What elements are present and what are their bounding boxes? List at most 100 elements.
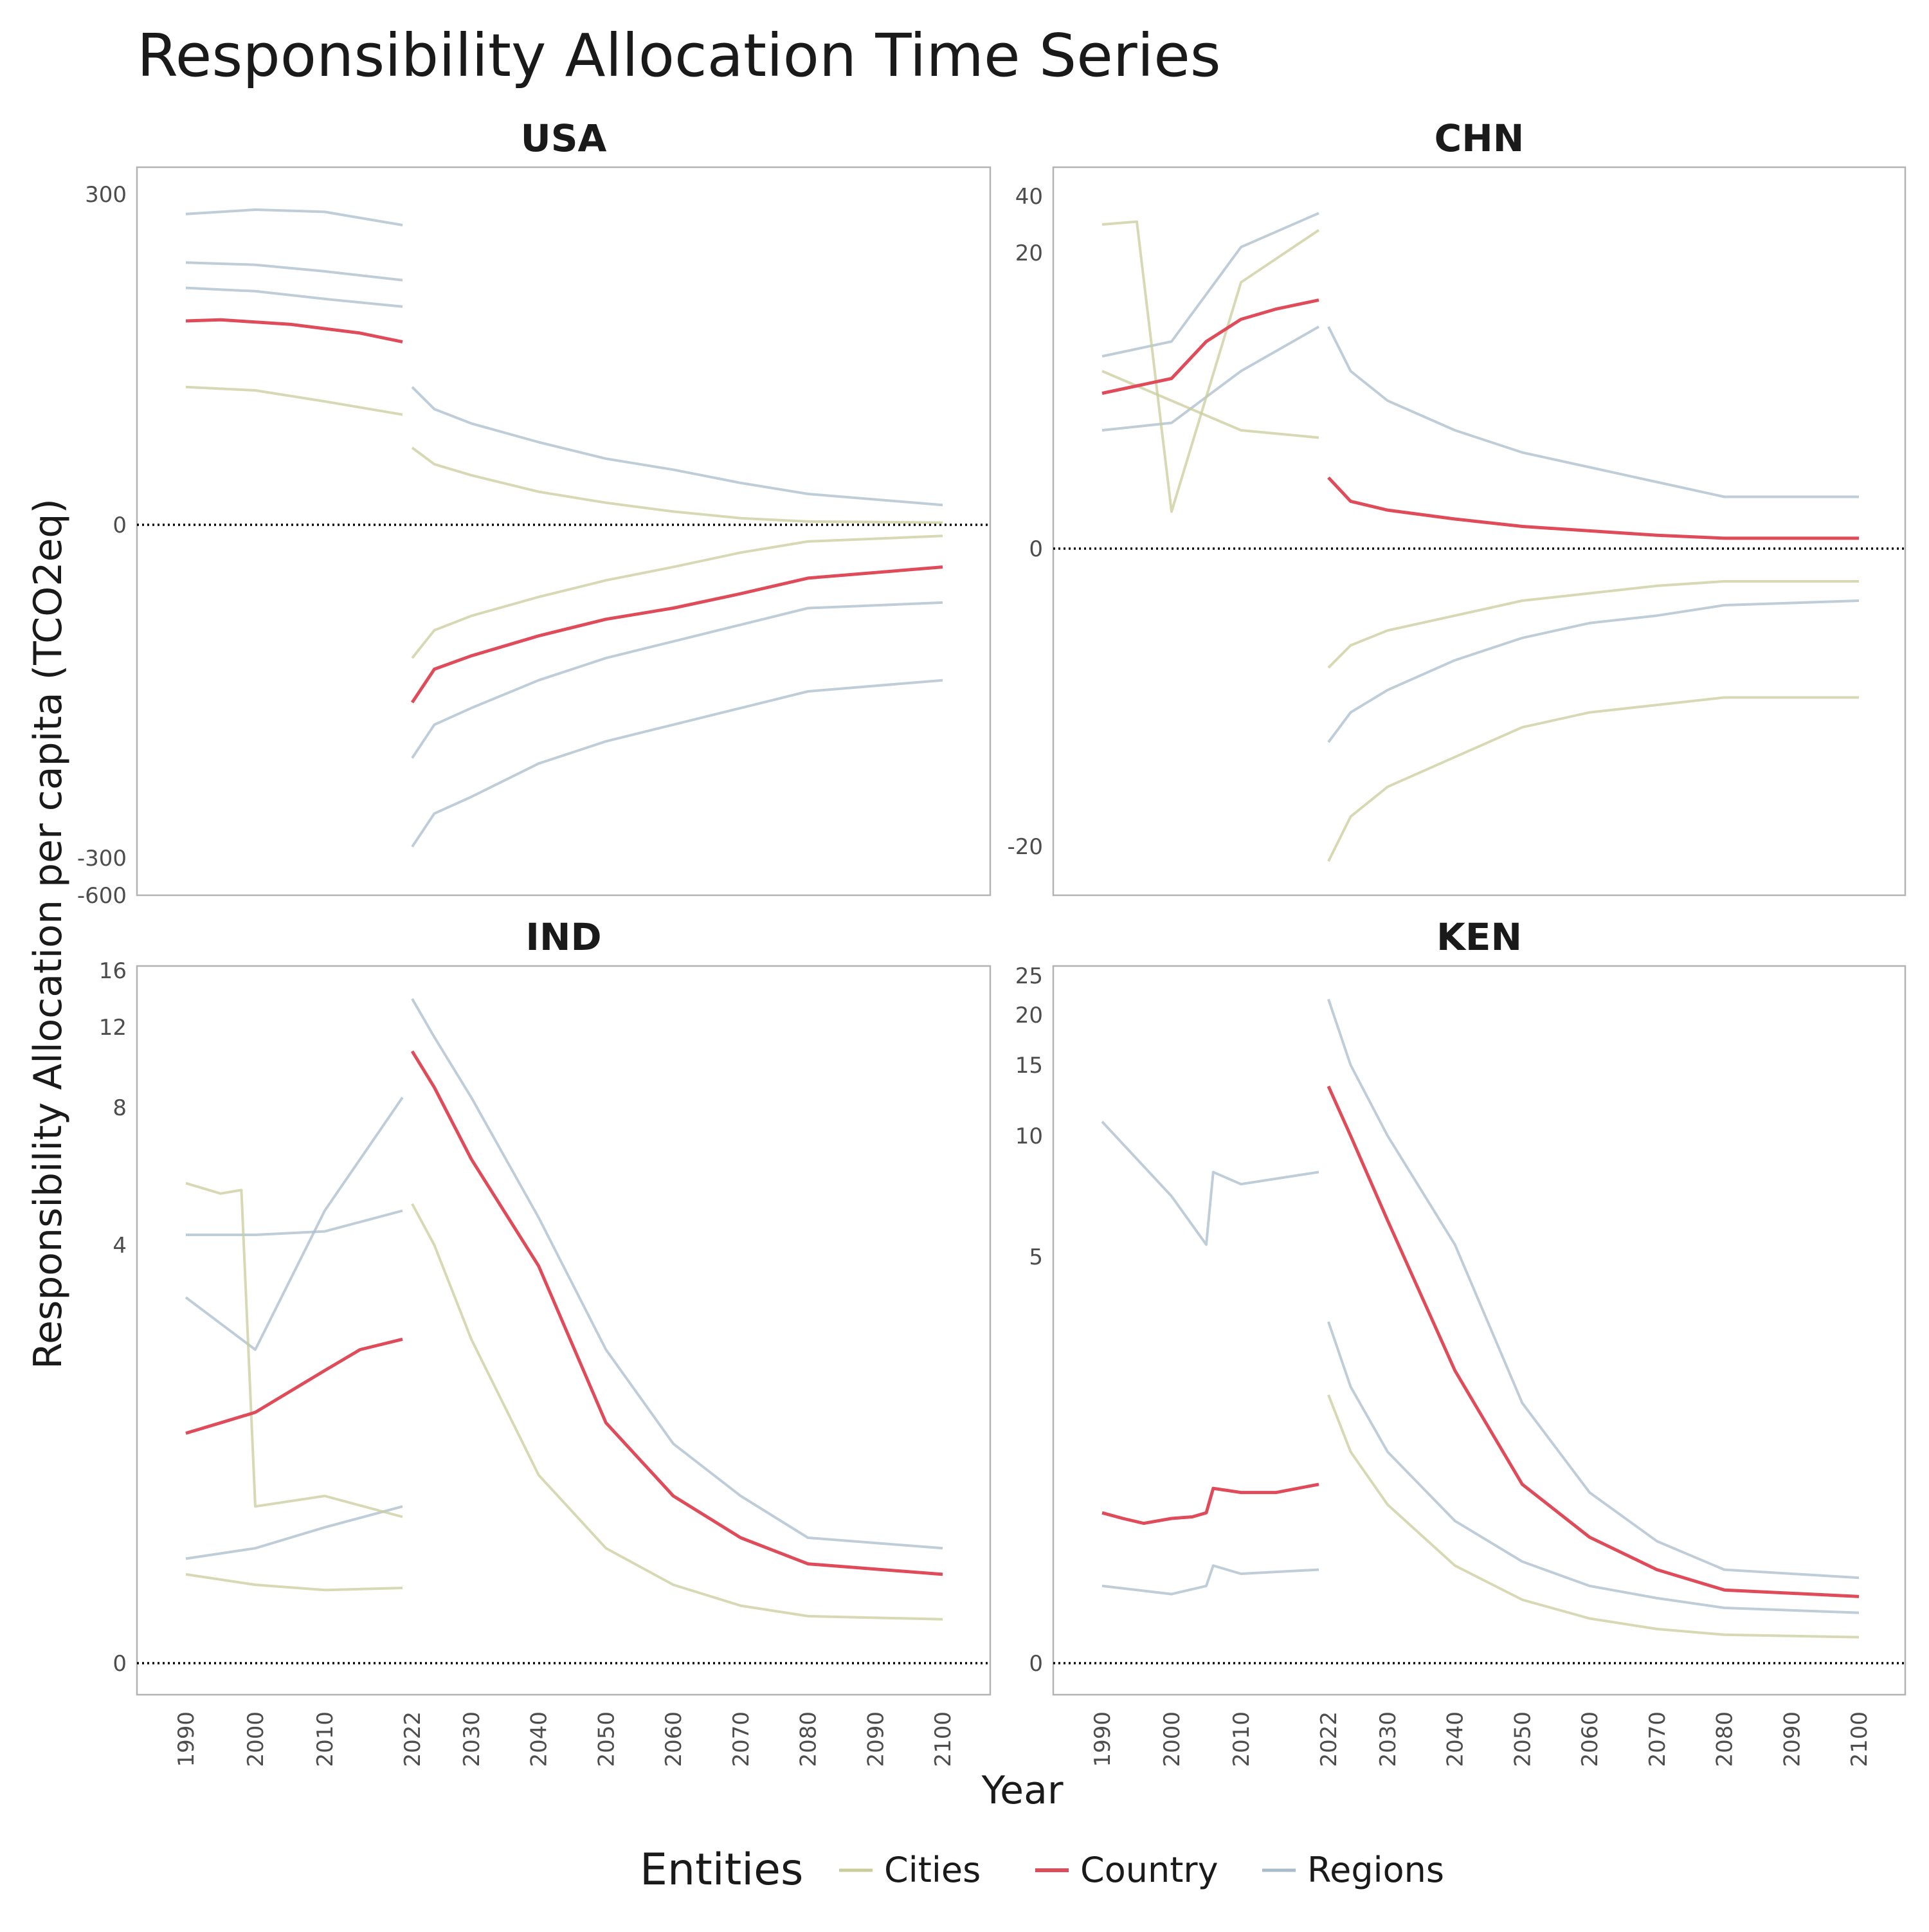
x-tick-label: 2090 bbox=[1779, 1711, 1805, 1767]
series-line-country bbox=[1327, 476, 1859, 540]
x-tick-label: 2100 bbox=[1847, 1711, 1872, 1767]
y-tick-label: -300 bbox=[77, 846, 127, 871]
series-line-cities bbox=[1327, 696, 1859, 862]
series-line-cities bbox=[1327, 1394, 1860, 1639]
x-tick-label: 2022 bbox=[400, 1711, 426, 1767]
series-line-country bbox=[410, 1050, 943, 1576]
series-line-regions bbox=[411, 998, 943, 1550]
legend-label-country: Country bbox=[1080, 1850, 1218, 1890]
series-line-cities bbox=[185, 385, 403, 416]
panel-frame bbox=[1052, 965, 1906, 1696]
series-line-regions bbox=[1327, 998, 1860, 1580]
x-tick-label: 2030 bbox=[1375, 1711, 1401, 1767]
y-tick-label: -600 bbox=[77, 883, 127, 909]
x-tick-label: 2010 bbox=[1229, 1711, 1254, 1767]
panel-frame bbox=[1052, 166, 1906, 897]
x-tick-label: 2070 bbox=[1645, 1711, 1671, 1767]
series-line-regions bbox=[411, 386, 943, 507]
series-line-regions bbox=[1101, 1564, 1319, 1596]
facet-panels: USA3000-300-600CHN40200-20IND16128401990… bbox=[77, 116, 1906, 1767]
panel-title: KEN bbox=[1436, 915, 1522, 959]
series-line-cities bbox=[411, 446, 943, 524]
series-line-cities bbox=[411, 1203, 943, 1621]
panel-usa: USA 300 0 -300 -600 bbox=[77, 116, 992, 909]
panel-frame bbox=[136, 166, 992, 897]
series-line-regions bbox=[186, 1209, 403, 1236]
x-tick-label: 1990 bbox=[174, 1711, 199, 1767]
panel-frame bbox=[136, 965, 992, 1696]
y-tick-label: 20 bbox=[1015, 1003, 1043, 1028]
y-tick-label: 4 bbox=[113, 1233, 127, 1259]
legend-label-regions: Regions bbox=[1307, 1850, 1444, 1890]
legend: Entities Cities Country Regions bbox=[640, 1845, 1444, 1895]
x-tick-label: 2060 bbox=[661, 1711, 687, 1767]
y-tick-label: 0 bbox=[1029, 1651, 1043, 1677]
series-line-cities bbox=[185, 1181, 403, 1518]
panel-ken: KEN 25 20 15 10 5 0 1990 2000 2010 2022 2030 2040 205… bbox=[1015, 915, 1906, 1767]
x-tick-label: 2050 bbox=[1510, 1711, 1535, 1767]
panel-title: CHN bbox=[1435, 116, 1525, 160]
y-tick-label: 40 bbox=[1015, 184, 1043, 210]
y-axis-title: Responsibility Allocation per capita (TC… bbox=[26, 498, 71, 1369]
series-line-regions bbox=[1327, 326, 1859, 498]
x-tick-label: 2050 bbox=[593, 1711, 619, 1767]
panel-title: IND bbox=[525, 915, 601, 959]
y-tick-label: 5 bbox=[1029, 1244, 1043, 1270]
x-tick-label: 2060 bbox=[1577, 1711, 1603, 1767]
y-tick-label: -20 bbox=[1007, 834, 1043, 860]
x-tick-label: 2030 bbox=[459, 1711, 485, 1767]
y-tick-label: 15 bbox=[1015, 1053, 1043, 1079]
series-line-regions bbox=[1327, 599, 1860, 743]
series-line-country bbox=[1327, 1085, 1860, 1598]
series-line-country bbox=[185, 318, 403, 344]
x-tick-label: 2000 bbox=[243, 1711, 269, 1767]
series-line-cities bbox=[411, 534, 943, 659]
x-tick-label: 1990 bbox=[1090, 1711, 1116, 1767]
series-line-regions bbox=[411, 679, 943, 848]
series-line-regions bbox=[1101, 325, 1319, 432]
y-tick-label: 8 bbox=[113, 1095, 127, 1121]
legend-title: Entities bbox=[640, 1845, 803, 1895]
series-line-regions bbox=[1327, 1321, 1860, 1614]
series-line-cities bbox=[1327, 579, 1859, 669]
y-tick-label: 16 bbox=[99, 958, 127, 984]
series-line-regions bbox=[185, 286, 403, 308]
series-line-regions bbox=[411, 601, 943, 759]
y-tick-label: 300 bbox=[85, 182, 127, 208]
y-tick-label: 10 bbox=[1015, 1124, 1043, 1149]
x-tick-label: 2080 bbox=[796, 1711, 822, 1767]
x-tick-label: 2070 bbox=[729, 1711, 754, 1767]
y-tick-label: 20 bbox=[1015, 241, 1043, 266]
series-line-country bbox=[410, 565, 943, 704]
y-tick-label: 0 bbox=[113, 1651, 127, 1677]
series-line-country bbox=[1101, 1482, 1319, 1526]
x-tick-label: 2080 bbox=[1712, 1711, 1738, 1767]
series-line-cities bbox=[185, 1572, 403, 1592]
x-tick-label: 2022 bbox=[1316, 1711, 1342, 1767]
series-line-regions bbox=[185, 208, 403, 226]
series-line-regions bbox=[1101, 212, 1319, 358]
x-tick-label: 2040 bbox=[527, 1711, 552, 1767]
x-tick-label: 2100 bbox=[930, 1711, 956, 1767]
series-line-country bbox=[185, 1337, 403, 1435]
series-line-regions bbox=[185, 1097, 404, 1351]
x-axis-title: Year bbox=[981, 1768, 1063, 1813]
y-tick-label: 12 bbox=[99, 1015, 127, 1041]
y-tick-label: 25 bbox=[1015, 963, 1043, 989]
x-tick-label: 2040 bbox=[1443, 1711, 1469, 1767]
series-line-regions bbox=[185, 1505, 403, 1560]
series-line-regions bbox=[1101, 1120, 1319, 1246]
legend-label-cities: Cities bbox=[884, 1850, 981, 1890]
series-line-cities bbox=[1101, 220, 1320, 513]
chart-title: Responsibility Allocation Time Series bbox=[137, 21, 1221, 90]
x-tick-label: 2000 bbox=[1159, 1711, 1185, 1767]
y-tick-label: 0 bbox=[1029, 536, 1043, 562]
series-line-regions bbox=[185, 261, 403, 282]
series-line-country bbox=[1101, 298, 1319, 395]
x-tick-label: 2090 bbox=[863, 1711, 889, 1767]
panel-chn: CHN 40 20 0 -20 bbox=[1007, 116, 1906, 897]
panel-title: USA bbox=[521, 116, 607, 160]
panel-ind: IND 16 12 8 4 0 1990 2000 2010 2022 2030 2040 2050 20… bbox=[99, 915, 992, 1767]
